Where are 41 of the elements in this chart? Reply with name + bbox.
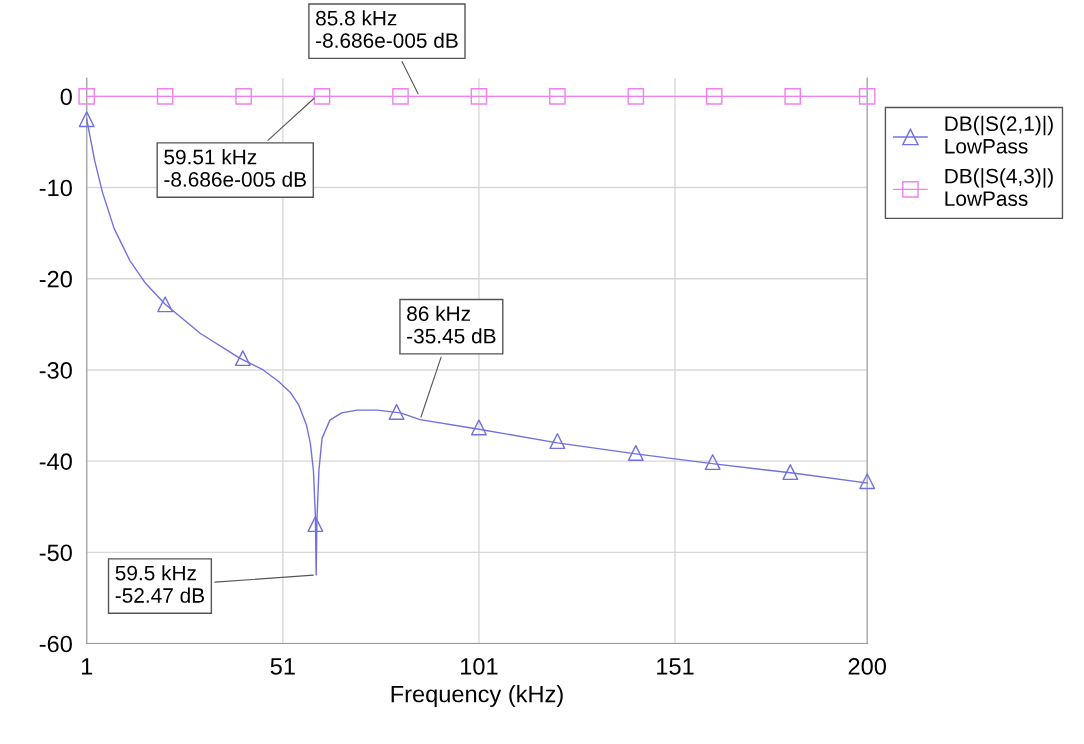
y-tick-label: -60 <box>39 635 72 653</box>
point <box>627 88 645 105</box>
point <box>627 444 644 461</box>
point <box>78 88 96 105</box>
point <box>78 111 95 128</box>
annotation: 85.8 kHz -8.686e-005 dB <box>316 10 458 48</box>
y-tick-label: -20 <box>39 270 72 288</box>
x-tick-label: 151 <box>657 658 694 675</box>
point <box>784 88 802 105</box>
annotation: 86 kHz -35.45 dB <box>407 305 496 344</box>
point <box>392 88 409 105</box>
point <box>782 464 799 481</box>
y-tick-label: -40 <box>39 453 72 470</box>
y-tick-label: 0 <box>60 88 72 106</box>
y-tick-label: -10 <box>39 179 72 197</box>
x-tick-label: 51 <box>270 658 295 675</box>
x-tick-label: 200 <box>848 658 886 675</box>
annotation: 59.51 kHz -8.686e-005 dB <box>164 149 306 187</box>
point <box>859 473 876 490</box>
point <box>235 88 252 105</box>
point <box>549 433 566 450</box>
point <box>157 296 174 313</box>
annotation: 59.5 kHz -52.47 dB <box>115 565 205 603</box>
point <box>858 88 876 105</box>
point <box>470 419 487 436</box>
point <box>156 88 174 105</box>
x-axis-title: Frequency (kHz) <box>391 685 563 708</box>
point <box>307 516 324 533</box>
y-tick-label: -50 <box>39 544 72 562</box>
point <box>549 88 566 105</box>
point <box>313 88 331 105</box>
point <box>704 454 721 471</box>
legend-label: DB(|S(2,1)|) LowPass <box>945 115 1053 154</box>
x-tick-label: 1 <box>81 658 93 675</box>
point <box>470 88 488 105</box>
legend-label: DB(|S(4,3)|) LowPass <box>945 168 1053 206</box>
point <box>705 88 723 105</box>
point <box>388 403 405 420</box>
y-tick-label: -30 <box>39 362 72 379</box>
point <box>234 350 251 367</box>
x-tick-label: 101 <box>461 658 498 675</box>
